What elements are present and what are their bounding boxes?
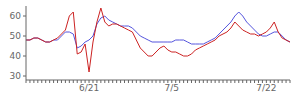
svg-text:30: 30 bbox=[10, 71, 22, 81]
svg-text:7/5: 7/5 bbox=[165, 83, 179, 93]
svg-text:6/21: 6/21 bbox=[79, 83, 99, 93]
svg-text:7/22: 7/22 bbox=[256, 83, 276, 93]
svg-text:60: 60 bbox=[10, 11, 22, 21]
svg-text:50: 50 bbox=[10, 31, 22, 41]
svg-text:40: 40 bbox=[10, 51, 22, 61]
